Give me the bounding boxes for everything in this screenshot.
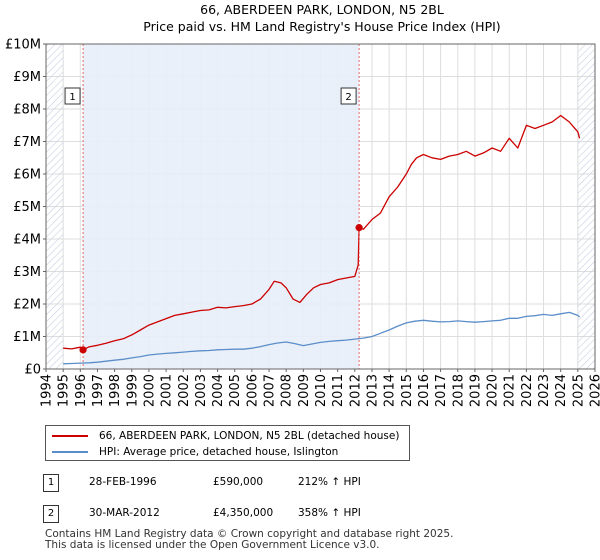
hpi-line [63, 311, 581, 365]
y-tick-label: £7M [13, 135, 41, 150]
property-price-line [63, 114, 581, 351]
x-tick-label: 1996 [74, 374, 89, 407]
x-tick-label: 1997 [91, 374, 106, 407]
x-tick-label: 1998 [108, 374, 123, 407]
y-tick-label: £8M [13, 103, 41, 118]
transaction-hpi-change: 358% ↑ HPI [298, 507, 361, 519]
legend-swatch-hpi [52, 451, 88, 453]
x-tick-label: 2015 [400, 374, 415, 407]
x-tick-label: 2001 [160, 374, 175, 407]
x-tick-label: 2023 [537, 374, 552, 407]
x-tick-label: 2011 [331, 374, 346, 407]
legend-label-hpi: HPI: Average price, detached house, Isli… [99, 446, 339, 458]
x-tick-label: 2000 [142, 374, 157, 407]
x-tick-label: 2013 [365, 374, 380, 407]
sale-point [355, 224, 363, 232]
x-tick-label: 2009 [297, 374, 312, 407]
sale-marker-box [64, 87, 81, 105]
transaction-date: 28-FEB-1996 [89, 476, 157, 488]
chart-subtitle: Price paid vs. HM Land Registry's House … [143, 19, 500, 34]
x-tick-label: 1999 [125, 374, 140, 407]
y-tick-label: £0 [24, 363, 41, 378]
hatched-region [577, 44, 595, 369]
x-tick-label: 2025 [571, 374, 586, 407]
x-tick-label: 2014 [383, 374, 398, 407]
sale-marker-label: 1 [69, 92, 75, 103]
x-tick-label: 2012 [348, 374, 363, 407]
sale-marker-box [340, 87, 357, 105]
y-tick-label: £9M [13, 70, 41, 85]
price-chart: 66, ABERDEEN PARK, LONDON, N5 2BL Price … [5, 2, 600, 407]
x-tick-label: 2022 [520, 374, 535, 407]
shaded-period-region [83, 44, 360, 369]
footer-copyright: Contains HM Land Registry data © Crown c… [45, 528, 454, 540]
transaction-hpi-change: 212% ↑ HPI [298, 476, 361, 488]
x-tick-label: 2021 [503, 374, 518, 407]
hatched-region [46, 44, 64, 369]
x-tick-label: 2002 [177, 374, 192, 407]
transaction-price: £4,350,000 [213, 507, 274, 519]
legend-swatch-property [52, 435, 88, 437]
x-tick-label: 2010 [314, 374, 329, 407]
y-tick-label: £5M [13, 200, 41, 215]
transaction-number: 1 [43, 474, 59, 492]
y-tick-label: £1M [13, 330, 41, 345]
x-tick-label: 1995 [57, 374, 72, 407]
x-tick-label: 2017 [434, 374, 449, 407]
x-tick-label: 1994 [40, 374, 55, 407]
sale-point [79, 346, 87, 354]
x-tick-label: 2024 [554, 374, 569, 407]
y-tick-label: £3M [13, 265, 41, 280]
y-tick-label: £4M [13, 233, 41, 248]
legend-label-property: 66, ABERDEEN PARK, LONDON, N5 2BL (detac… [99, 430, 400, 442]
x-tick-label: 2006 [245, 374, 260, 407]
x-tick-label: 2003 [194, 374, 209, 407]
footer-licence: This data is licensed under the Open Gov… [45, 539, 380, 551]
x-tick-label: 2020 [486, 374, 501, 407]
x-tick-label: 2016 [417, 374, 432, 407]
x-tick-label: 2007 [263, 374, 278, 407]
legend-item-property: 66, ABERDEEN PARK, LONDON, N5 2BL (detac… [52, 428, 399, 444]
chart-title: 66, ABERDEEN PARK, LONDON, N5 2BL [200, 2, 444, 17]
transaction-price: £590,000 [213, 476, 264, 488]
y-tick-label: £10M [5, 38, 41, 53]
sale-marker-label: 2 [345, 92, 351, 103]
legend: 66, ABERDEEN PARK, LONDON, N5 2BL (detac… [45, 425, 410, 461]
x-tick-label: 2005 [228, 374, 243, 407]
x-tick-label: 2008 [280, 374, 295, 407]
y-tick-label: £2M [13, 298, 41, 313]
x-tick-label: 2026 [589, 374, 600, 407]
footer: Contains HM Land Registry data © Crown c… [45, 529, 453, 551]
transaction-number: 2 [43, 505, 59, 523]
y-tick-label: £6M [13, 168, 41, 183]
x-tick-label: 2018 [451, 374, 466, 407]
legend-item-hpi: HPI: Average price, detached house, Isli… [52, 444, 338, 460]
x-tick-label: 2019 [468, 374, 483, 407]
transaction-date: 30-MAR-2012 [89, 507, 160, 519]
x-tick-label: 2004 [211, 374, 226, 407]
